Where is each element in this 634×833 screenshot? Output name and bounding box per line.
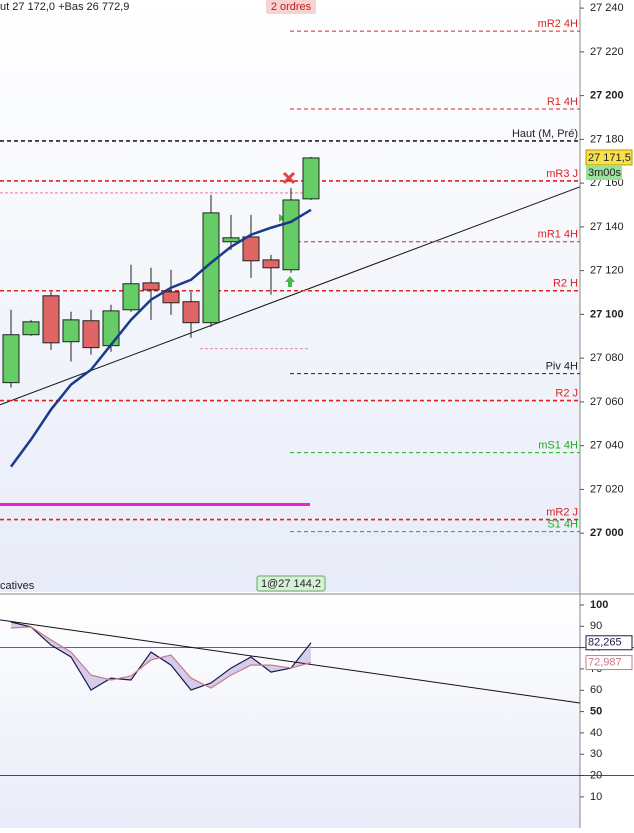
markers bbox=[279, 171, 296, 287]
level-label: R2 H bbox=[553, 278, 578, 290]
value-tag-bg bbox=[585, 635, 633, 651]
y-tick-label: 27 140 bbox=[590, 221, 624, 233]
y-tick-label: 27 180 bbox=[590, 133, 624, 145]
candle-body bbox=[202, 212, 220, 324]
y-tick-label: 27 120 bbox=[590, 265, 624, 277]
candle-body bbox=[22, 321, 40, 336]
y-tick-label: 27 080 bbox=[590, 352, 624, 364]
countdown: 3m00s bbox=[588, 167, 622, 179]
candle-body bbox=[162, 291, 180, 304]
cross-marker bbox=[282, 171, 296, 185]
indicator-title: catives bbox=[0, 580, 35, 592]
y-tick-label: 30 bbox=[590, 748, 602, 760]
candle-body bbox=[42, 295, 60, 344]
level-label: R2 J bbox=[555, 387, 578, 399]
countdown-bg bbox=[586, 164, 622, 180]
candle-body bbox=[102, 310, 120, 347]
candle-body bbox=[142, 282, 160, 291]
order-label-bg bbox=[256, 575, 326, 592]
level-label: Piv 4H bbox=[546, 361, 578, 373]
y-tick-label: 27 060 bbox=[590, 396, 624, 408]
y-tick-label: 27 160 bbox=[590, 177, 624, 189]
y-tick-label: 90 bbox=[590, 620, 602, 632]
candle-body bbox=[262, 259, 280, 269]
y-tick-label: 27 020 bbox=[590, 483, 624, 495]
y-tick-label: 27 220 bbox=[590, 46, 624, 58]
value-tag-bg bbox=[585, 655, 633, 671]
y-tick-label: 27 240 bbox=[590, 2, 624, 14]
orders-badge-bg bbox=[266, 0, 316, 14]
orders-badge: 2 ordres bbox=[271, 1, 312, 13]
candle-body bbox=[282, 199, 300, 271]
moving-average bbox=[9, 208, 312, 468]
candle-body bbox=[122, 283, 140, 311]
level-label: mR2 J bbox=[546, 506, 578, 518]
order-label: 1@27 144,2 bbox=[261, 578, 321, 590]
value-tag: 82,265 bbox=[588, 637, 622, 649]
candle-body bbox=[182, 301, 200, 324]
level-label: mS1 4H bbox=[538, 440, 578, 452]
level-label: Haut (M, Pré) bbox=[512, 128, 578, 140]
candle-body bbox=[2, 334, 20, 384]
y-tick-label: 50 bbox=[590, 705, 602, 717]
band-fill bbox=[11, 622, 311, 691]
y-tick-label: 27 200 bbox=[590, 90, 624, 102]
oscillator-panel bbox=[0, 596, 580, 828]
buy-arrow bbox=[285, 276, 295, 287]
candle-body bbox=[222, 237, 240, 243]
candle-body bbox=[62, 319, 80, 343]
y-tick-label: 27 040 bbox=[590, 440, 624, 452]
candle-body bbox=[82, 320, 100, 349]
candle-body bbox=[302, 157, 320, 200]
y-tick-label: 60 bbox=[590, 684, 602, 696]
last-price-label: 27 171,5 bbox=[588, 152, 631, 164]
level-label: R1 4H bbox=[547, 96, 578, 108]
trendline bbox=[0, 619, 581, 704]
entry-marker bbox=[279, 214, 285, 222]
y-tick-label: 10 bbox=[590, 791, 602, 803]
header-text: ut 27 172,0 +Bas 26 772,9 bbox=[0, 1, 129, 13]
level-label: mR3 J bbox=[546, 168, 578, 180]
level-label: S1 4H bbox=[547, 519, 578, 531]
level-label: mR2 4H bbox=[538, 18, 578, 30]
y-tick-label: 27 000 bbox=[590, 527, 624, 539]
candle-body bbox=[242, 236, 260, 262]
value-tag: 72,987 bbox=[588, 656, 622, 668]
trendline bbox=[0, 186, 581, 406]
oscillator-line bbox=[10, 626, 312, 689]
y-tick-label: 40 bbox=[590, 727, 602, 739]
y-tick-label: 27 100 bbox=[590, 308, 624, 320]
level-label: mR1 4H bbox=[538, 229, 578, 241]
y-tick-label: 100 bbox=[590, 599, 608, 611]
